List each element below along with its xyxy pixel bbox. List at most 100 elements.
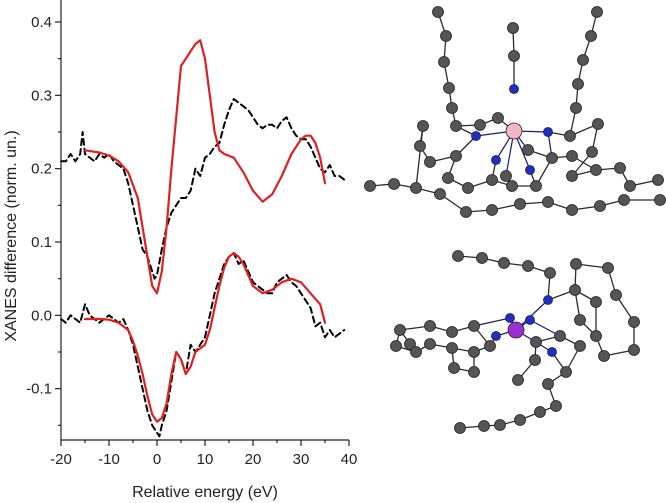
x-tick-label: -20 — [50, 451, 72, 468]
carbon-atom — [462, 182, 474, 194]
carbon-atom — [446, 342, 458, 354]
carbon-atom — [594, 200, 606, 212]
carbon-atom — [514, 198, 526, 210]
carbon-atom — [507, 22, 519, 34]
carbon-atom — [484, 340, 496, 352]
carbon-atom — [590, 296, 602, 308]
carbon-atom — [522, 260, 534, 272]
carbon-atom — [414, 140, 426, 152]
carbon-atom — [522, 144, 534, 156]
carbon-atom — [618, 194, 630, 206]
carbon-atom — [554, 330, 566, 342]
carbon-atom — [498, 257, 510, 269]
carbon-atom — [602, 262, 614, 274]
carbon-atom — [574, 340, 586, 352]
carbon-atom — [486, 174, 498, 186]
carbon-atom — [450, 150, 462, 162]
nitrogen-atom — [505, 313, 515, 323]
y-tick-label: 0.2 — [31, 161, 52, 178]
carbon-atom — [624, 180, 636, 192]
carbon-atom — [494, 419, 506, 431]
carbon-atom — [394, 324, 406, 336]
carbon-atom — [446, 102, 458, 114]
carbon-atom — [468, 366, 480, 378]
nitrogen-atom — [471, 131, 481, 141]
carbon-atom — [442, 172, 454, 184]
carbon-atom — [628, 316, 640, 328]
carbon-atom — [585, 30, 597, 42]
carbon-atom — [446, 326, 458, 338]
carbon-atom — [590, 330, 602, 342]
carbon-atom — [424, 156, 436, 168]
carbon-atom — [424, 320, 436, 332]
carbon-atom — [574, 314, 586, 326]
carbon-atom — [440, 30, 452, 42]
nitrogen-atom — [491, 155, 501, 165]
carbon-atom — [610, 289, 622, 301]
carbon-atom — [388, 178, 400, 190]
carbon-atom — [570, 258, 582, 270]
carbon-atom — [566, 204, 578, 216]
carbon-atom — [572, 78, 584, 90]
carbon-atom — [492, 112, 504, 124]
carbon-atom — [512, 374, 524, 386]
y-tick-label: 0.1 — [31, 234, 52, 251]
x-tick-label: 0 — [153, 451, 161, 468]
nitrogen-atom — [491, 331, 501, 341]
carbon-atom — [542, 378, 554, 390]
carbon-atom — [534, 406, 546, 418]
y-axis-label: XANES difference (norm. un.) — [3, 130, 20, 341]
carbon-atom — [569, 284, 581, 296]
experimental-series-line-2 — [60, 252, 346, 438]
carbon-atom — [508, 50, 520, 62]
x-tick-label: 40 — [341, 451, 358, 468]
x-tick-label: 30 — [293, 451, 310, 468]
carbon-atom — [591, 6, 603, 18]
carbon-atom — [590, 164, 602, 176]
y-tick-label: 0.0 — [31, 307, 52, 324]
carbon-atom — [530, 180, 542, 192]
carbon-atom — [443, 82, 455, 94]
carbon-atom — [614, 162, 626, 174]
x-axis-label: Relative energy (eV) — [132, 484, 278, 501]
x-tick-label: 20 — [245, 451, 262, 468]
carbon-atom — [500, 170, 512, 182]
theoretical-series-line-1 — [83, 39, 327, 295]
carbon-atom — [448, 362, 460, 374]
carbon-atom — [570, 102, 582, 114]
y-tick-label: 0.4 — [31, 14, 52, 31]
nitrogen-atom — [509, 84, 519, 94]
carbon-atom — [404, 338, 416, 350]
carbon-atom — [577, 54, 589, 66]
carbon-atom — [592, 118, 604, 130]
carbon-atom — [468, 346, 480, 358]
carbon-atom — [546, 152, 558, 164]
carbon-atom — [628, 344, 640, 356]
carbon-atom — [566, 150, 578, 162]
carbon-atom — [550, 400, 562, 412]
nitrogen-atom — [525, 165, 535, 175]
carbon-atom — [450, 120, 462, 132]
xanes-chart: -20 -10 0 10 20 30 40 -0.1 0.0 0.1 0.2 0.3 0.4 Relat… — [3, 0, 357, 501]
x-tick-label: -10 — [98, 451, 120, 468]
carbon-atom — [529, 354, 541, 366]
carbon-atom — [586, 146, 598, 158]
carbon-atom — [544, 267, 556, 279]
carbon-atom — [410, 346, 422, 358]
y-tick-label: 0.3 — [31, 87, 52, 104]
theoretical-series-line-3 — [83, 251, 327, 423]
carbon-atom — [364, 180, 376, 192]
carbon-atom — [654, 194, 666, 206]
bond — [415, 125, 424, 189]
carbon-atom — [452, 250, 464, 262]
nitrogen-atom — [543, 295, 553, 305]
carbon-atom — [506, 180, 518, 192]
carbon-atom — [474, 119, 486, 131]
carbon-atom — [424, 338, 436, 350]
carbon-atom — [476, 252, 488, 264]
carbon-atom — [542, 196, 554, 208]
carbon-atom — [434, 188, 446, 200]
carbon-atom — [432, 6, 444, 18]
metal-atom — [505, 122, 523, 140]
